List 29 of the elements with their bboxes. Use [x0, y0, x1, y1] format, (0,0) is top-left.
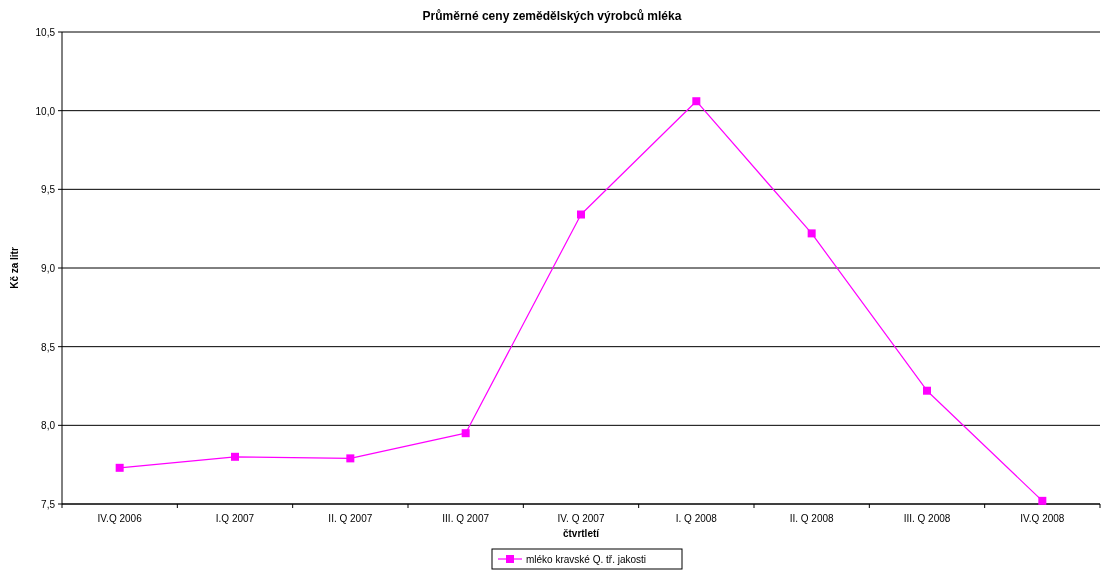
point	[461, 429, 470, 438]
y-tick-label: 8,0	[41, 420, 56, 432]
x-tick-label: IV.Q 2006	[97, 513, 143, 524]
point	[115, 463, 124, 472]
x-tick-label: III. Q 2008	[903, 513, 951, 524]
chart-title: Průměrné ceny zemědělských výrobců mléka	[422, 9, 682, 23]
point	[231, 452, 239, 461]
x-tick-label: III. Q 2007	[442, 513, 490, 524]
point	[807, 229, 816, 238]
x-tick-label: II. Q 2008	[789, 513, 835, 524]
y-tick-label: 8,5	[41, 341, 56, 353]
y-axis-title: Kč za litr	[9, 247, 20, 289]
point	[923, 386, 931, 395]
x-tick-label: I. Q 2008	[675, 513, 718, 524]
legend-label: mléko kravské Q. tř. jakosti	[526, 554, 647, 565]
y-tick-label: 9,0	[41, 263, 56, 274]
x-tick-label: II. Q 2007	[328, 513, 373, 524]
y-tick-label: 9,5	[41, 184, 56, 196]
point	[1038, 496, 1047, 505]
point	[577, 210, 585, 219]
x-tick-label: IV. Q 2007	[557, 513, 605, 524]
point	[346, 454, 355, 463]
x-axis-title: čtvrtletí	[562, 528, 601, 539]
y-tick-label: 7,5	[41, 499, 56, 510]
point	[692, 97, 701, 106]
x-tick-label: IV.Q 2008	[1020, 513, 1065, 524]
y-tick-label: 10,0	[35, 105, 56, 117]
x-tick-label: I.Q 2007	[215, 513, 255, 524]
y-tick-label: 10,5	[35, 27, 56, 38]
